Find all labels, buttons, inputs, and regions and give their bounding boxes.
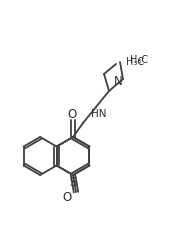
Text: S: S bbox=[69, 176, 77, 189]
Text: HN: HN bbox=[91, 109, 107, 119]
Text: O: O bbox=[67, 108, 77, 121]
Text: O: O bbox=[62, 191, 72, 204]
Text: H₃C: H₃C bbox=[126, 57, 144, 67]
Text: H₃C: H₃C bbox=[130, 55, 148, 65]
Text: N: N bbox=[114, 75, 123, 88]
